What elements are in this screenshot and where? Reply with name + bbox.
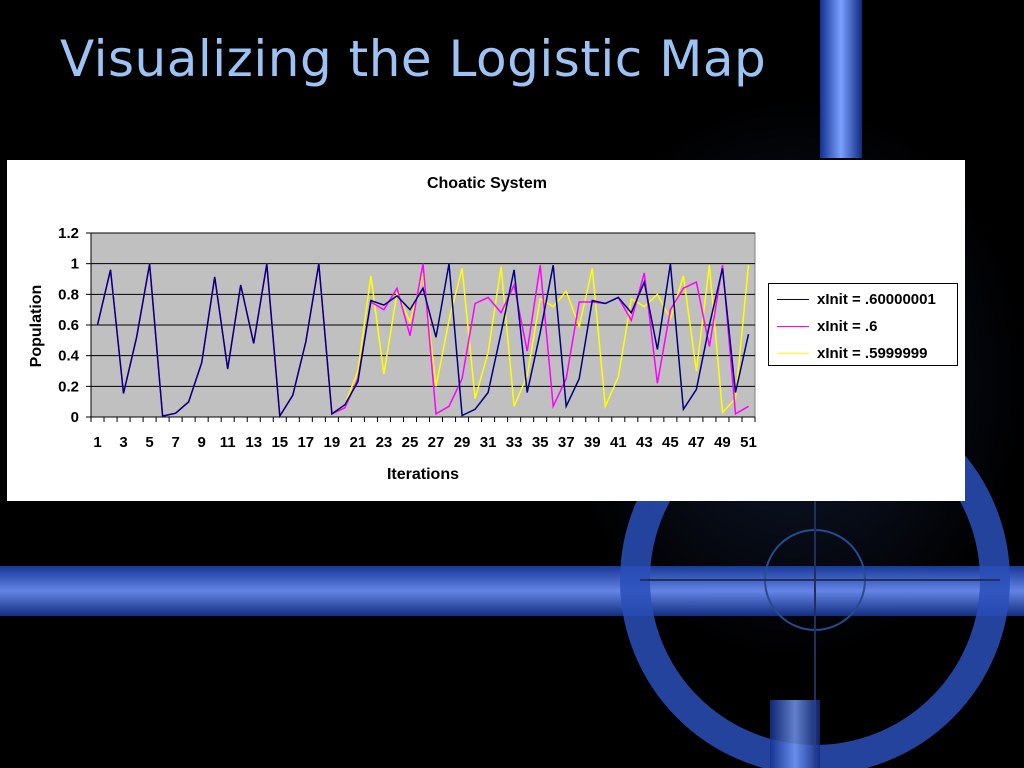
y-axis-ticks: 0 0.2 0.4 0.6 0.8 1 1.2 bbox=[58, 225, 91, 426]
x-tick-label-15: 31 bbox=[480, 434, 497, 451]
y-axis-label: Population bbox=[28, 285, 45, 368]
x-tick-label-11: 23 bbox=[376, 434, 393, 451]
legend-label-series-1: xInit = .60000001 bbox=[817, 290, 936, 308]
x-tick-label-7: 15 bbox=[271, 434, 288, 451]
x-tick-label-17: 35 bbox=[532, 434, 549, 451]
x-axis-ticks: 1 3 5 7 9 11 13 15 17 19 21 23 25 27 29 31 33 35 37 39 41 43 4… bbox=[90, 417, 757, 451]
x-tick-label-24: 49 bbox=[714, 434, 731, 451]
x-tick-label-18: 37 bbox=[558, 434, 575, 451]
x-tick-label-1: 3 bbox=[119, 434, 127, 451]
x-tick-label-19: 39 bbox=[584, 434, 601, 451]
x-tick-label-22: 45 bbox=[662, 434, 679, 451]
chart-title: Choatic System bbox=[427, 175, 547, 192]
legend-item-series-1: xInit = .60000001 bbox=[777, 288, 936, 310]
legend-label-series-2: xInit = .6 bbox=[817, 317, 878, 335]
chart-panel: Choatic System 0 0.2 0.4 0.6 0.8 1 1.2 1 3 5 7 9 11… bbox=[7, 160, 965, 501]
y-tick-label-6: 1.2 bbox=[58, 225, 79, 242]
y-tick-label-2: 0.4 bbox=[58, 348, 80, 365]
x-tick-label-10: 21 bbox=[350, 434, 367, 451]
x-tick-label-8: 17 bbox=[297, 434, 314, 451]
y-tick-label-3: 0.6 bbox=[58, 317, 79, 334]
chart-legend: xInit = .60000001 xInit = .6 xInit = .59… bbox=[768, 283, 958, 366]
legend-label-series-3: xInit = .5999999 bbox=[817, 344, 928, 362]
x-tick-label-21: 43 bbox=[636, 434, 653, 451]
x-tick-label-16: 33 bbox=[506, 434, 523, 451]
x-tick-label-5: 11 bbox=[220, 434, 236, 451]
legend-item-series-2: xInit = .6 bbox=[777, 315, 877, 337]
legend-item-series-3: xInit = .5999999 bbox=[777, 342, 928, 364]
x-tick-label-13: 27 bbox=[428, 434, 445, 451]
y-tick-label-0: 0 bbox=[71, 409, 79, 426]
chaotic-system-chart: Choatic System 00.20.40.60.811.2 1 3 5 7 9 11… bbox=[28, 175, 757, 483]
y-tick-label-1: 0.2 bbox=[58, 378, 79, 395]
y-tick-label-5: 1 bbox=[71, 256, 79, 273]
legend-swatch-series-2 bbox=[777, 325, 809, 327]
legend-swatch-series-3 bbox=[777, 352, 809, 354]
series-line-1 bbox=[96, 263, 750, 419]
legend-swatch-series-1 bbox=[777, 298, 809, 300]
x-tick-label-14: 29 bbox=[454, 434, 471, 451]
series-lines bbox=[96, 263, 750, 419]
x-tick-label-3: 7 bbox=[171, 434, 179, 451]
x-tick-label-9: 19 bbox=[324, 434, 341, 451]
x-tick-label-23: 47 bbox=[688, 434, 705, 451]
slide-title: Visualizing the Logistic Map bbox=[60, 30, 767, 88]
y-tick-label-4: 0.8 bbox=[58, 286, 79, 303]
x-tick-label-6: 13 bbox=[245, 434, 262, 451]
x-tick-label-4: 9 bbox=[197, 434, 205, 451]
x-tick-label-0: 1 bbox=[93, 434, 101, 451]
x-tick-label-12: 25 bbox=[402, 434, 419, 451]
x-tick-label-25: 51 bbox=[740, 434, 757, 451]
x-tick-label-2: 5 bbox=[145, 434, 153, 451]
x-axis-label: Iterations bbox=[387, 466, 459, 483]
x-tick-label-20: 41 bbox=[610, 434, 627, 451]
